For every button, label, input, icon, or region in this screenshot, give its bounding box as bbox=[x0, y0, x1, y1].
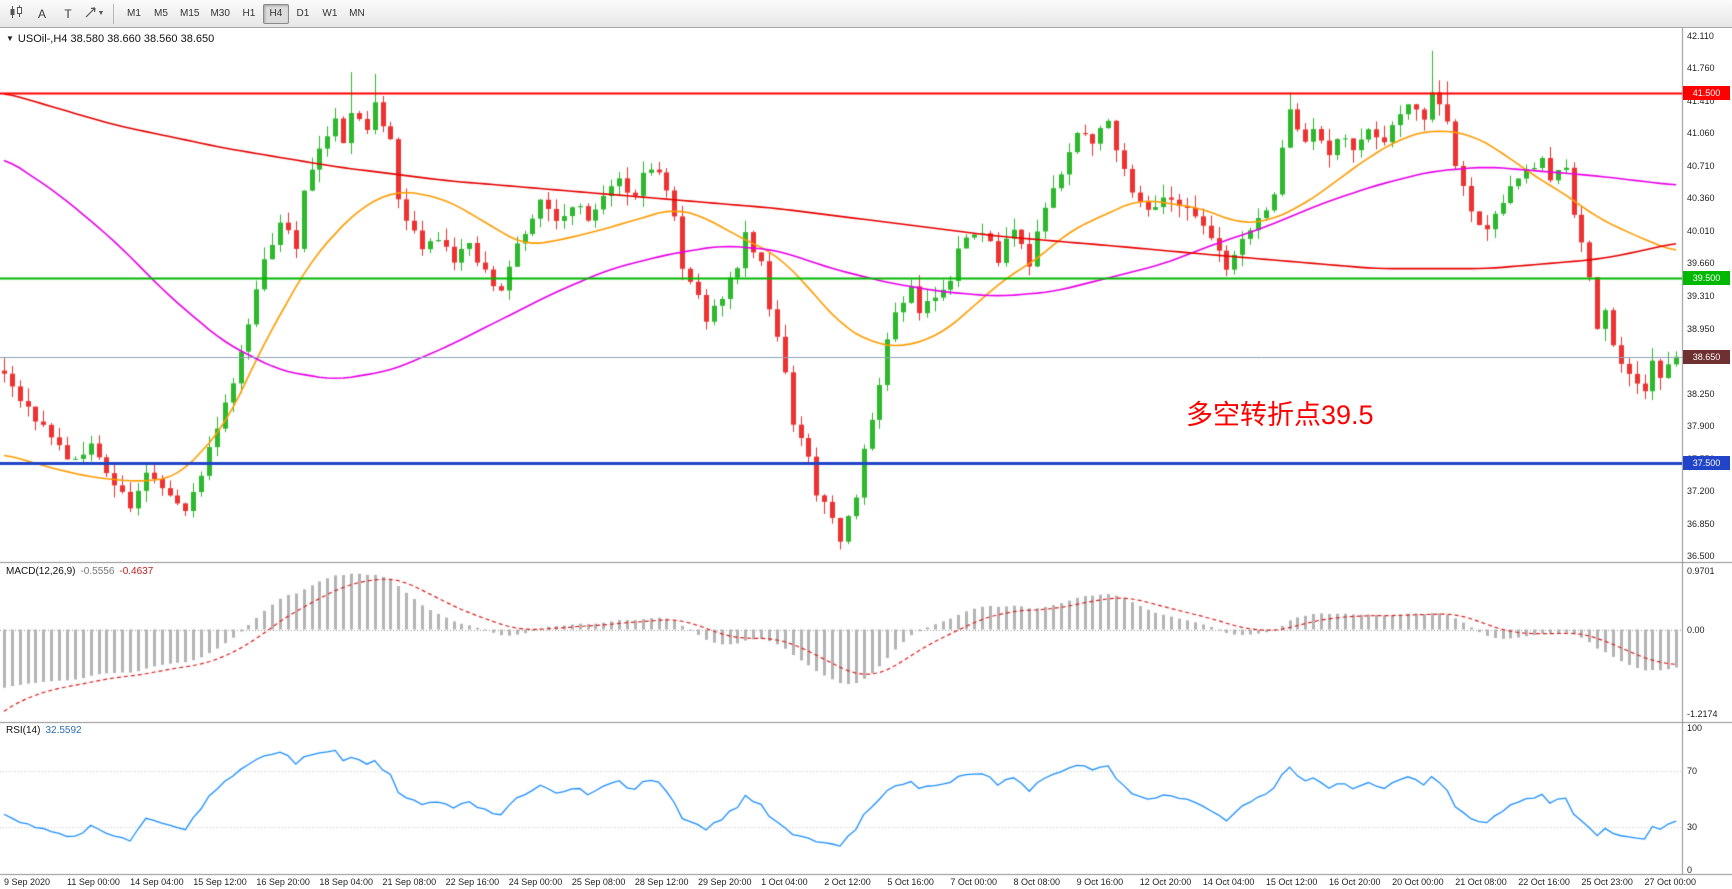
timeframe-h4[interactable]: H4 bbox=[262, 3, 289, 24]
rsi-axis-label: 70 bbox=[1687, 765, 1698, 776]
price-chart-canvas[interactable] bbox=[0, 28, 1732, 889]
macd-axis-label: 0.00 bbox=[1687, 624, 1705, 635]
macd-axis-label: 0.9701 bbox=[1687, 566, 1715, 576]
macd-signal-value: -0.4637 bbox=[119, 566, 154, 577]
time-axis-label: 12 Oct 20:00 bbox=[1139, 877, 1192, 887]
time-axis-label: 20 Oct 00:00 bbox=[1392, 877, 1444, 887]
time-axis-label: 2 Oct 12:00 bbox=[824, 877, 871, 887]
time-axis-label: 16 Oct 20:00 bbox=[1329, 877, 1381, 887]
macd-name: MACD(12,26,9) bbox=[6, 566, 76, 577]
trendline-tool-icon bbox=[84, 6, 97, 22]
timeframe-d1[interactable]: D1 bbox=[290, 4, 316, 24]
timeframe-m1[interactable]: M1 bbox=[121, 4, 147, 24]
candlestick-chart-icon bbox=[9, 5, 23, 22]
price-axis-label: 41.760 bbox=[1687, 63, 1715, 74]
symbol-ohlc-text: USOil-,H4 38.580 38.660 38.560 38.650 bbox=[17, 33, 215, 45]
timeframe-h1[interactable]: H1 bbox=[236, 4, 262, 24]
time-axis-label: 22 Sep 16:00 bbox=[445, 877, 500, 887]
rsi-value: 32.5592 bbox=[45, 725, 82, 736]
time-axis-label: 16 Sep 20:00 bbox=[256, 877, 310, 887]
time-axis-label: 5 Oct 16:00 bbox=[887, 877, 934, 887]
time-axis-label: 18 Sep 04:00 bbox=[319, 877, 373, 887]
rsi-axis-label: 30 bbox=[1687, 822, 1698, 833]
price-badge-41.500: 41.500 bbox=[1683, 85, 1730, 100]
price-axis-label: 41.410 bbox=[1687, 95, 1715, 106]
time-axis-label: 21 Oct 08:00 bbox=[1455, 877, 1507, 887]
toolbar-separator bbox=[113, 3, 114, 24]
time-axis-label: 1 Oct 04:00 bbox=[761, 877, 808, 887]
current-price-badge: 38.650 bbox=[1683, 349, 1730, 364]
macd-indicator-label: MACD(12,26,9) -0.5556 -0.4637 bbox=[6, 566, 153, 577]
chevron-down-icon: ▼ bbox=[97, 10, 105, 17]
chart-annotation-text: 多空转折点39.5 bbox=[1186, 400, 1374, 430]
price-axis-label: 40.010 bbox=[1687, 225, 1715, 236]
time-axis-label: 15 Oct 12:00 bbox=[1265, 877, 1318, 887]
chart-area: ▼ USOil-,H4 38.580 38.660 38.560 38.650 … bbox=[0, 28, 1732, 889]
time-axis-label: 25 Oct 23:00 bbox=[1581, 877, 1633, 887]
price-axis-label: 38.950 bbox=[1687, 323, 1715, 334]
price-axis-label: 37.900 bbox=[1687, 421, 1715, 432]
collapse-triangle-icon[interactable]: ▼ bbox=[6, 34, 14, 43]
rsi-name: RSI(14) bbox=[6, 725, 41, 736]
price-axis-label: 39.310 bbox=[1687, 290, 1715, 301]
time-axis-label: 7 Oct 00:00 bbox=[950, 877, 997, 887]
chart-type-button[interactable] bbox=[4, 3, 28, 25]
time-axis-label: 28 Sep 12:00 bbox=[634, 877, 689, 887]
price-badge-37.500: 37.500 bbox=[1683, 456, 1730, 471]
text-tool-button[interactable]: T bbox=[56, 3, 80, 25]
cursor-tool-button[interactable]: A bbox=[30, 3, 54, 25]
time-axis-label: 11 Sep 00:00 bbox=[67, 877, 120, 887]
timeframe-m5[interactable]: M5 bbox=[148, 4, 174, 24]
macd-axis-label: -1.2174 bbox=[1687, 709, 1718, 719]
time-axis-label: 14 Sep 04:00 bbox=[130, 877, 184, 887]
timeframe-mn[interactable]: MN bbox=[344, 4, 370, 24]
price-axis-label: 38.250 bbox=[1687, 388, 1715, 399]
draw-tool-button[interactable]: ▼ bbox=[82, 3, 106, 25]
price-axis-label: 36.850 bbox=[1687, 518, 1715, 529]
time-axis-label: 22 Oct 16:00 bbox=[1518, 877, 1570, 887]
rsi-axis-label: 100 bbox=[1687, 723, 1703, 733]
price-axis-label: 41.060 bbox=[1687, 128, 1715, 139]
time-axis-label: 24 Sep 00:00 bbox=[508, 877, 563, 887]
timeframe-m15[interactable]: M15 bbox=[175, 4, 204, 24]
price-axis-label: 40.360 bbox=[1687, 193, 1715, 204]
time-axis-label: 25 Sep 08:00 bbox=[571, 877, 626, 887]
symbol-title: ▼ USOil-,H4 38.580 38.660 38.560 38.650 bbox=[6, 33, 214, 45]
price-axis-label: 39.660 bbox=[1687, 258, 1715, 269]
rsi-indicator-label: RSI(14) 32.5592 bbox=[6, 725, 82, 736]
price-badge-39.500: 39.500 bbox=[1683, 270, 1730, 285]
time-axis-label: 29 Sep 20:00 bbox=[698, 877, 752, 887]
timeframe-toolbar: M1 M5 M15 M30 H1 H4 D1 W1 MN bbox=[121, 3, 370, 24]
price-axis-label: 37.200 bbox=[1687, 486, 1715, 497]
price-axis-label: 42.110 bbox=[1687, 31, 1714, 41]
timeframe-w1[interactable]: W1 bbox=[317, 4, 343, 24]
time-axis-label: 8 Oct 08:00 bbox=[1013, 877, 1061, 887]
toolbar: A T ▼ M1 M5 M15 M30 H1 H4 D1 W1 MN bbox=[0, 0, 1732, 28]
time-axis-label: 9 Sep 2020 bbox=[3, 877, 50, 887]
rsi-axis-label: 0 bbox=[1687, 865, 1693, 875]
timeframe-m30[interactable]: M30 bbox=[205, 4, 234, 24]
time-axis-label: 21 Sep 08:00 bbox=[382, 877, 437, 887]
time-axis-label: 27 Oct 00:00 bbox=[1644, 877, 1697, 887]
price-axis-label: 36.500 bbox=[1687, 551, 1715, 561]
price-axis-label: 40.710 bbox=[1687, 160, 1715, 171]
time-axis-label: 15 Sep 12:00 bbox=[193, 877, 247, 887]
macd-main-value: -0.5556 bbox=[80, 566, 115, 577]
time-axis-label: 9 Oct 16:00 bbox=[1076, 877, 1124, 887]
time-axis-label: 14 Oct 04:00 bbox=[1202, 877, 1255, 887]
